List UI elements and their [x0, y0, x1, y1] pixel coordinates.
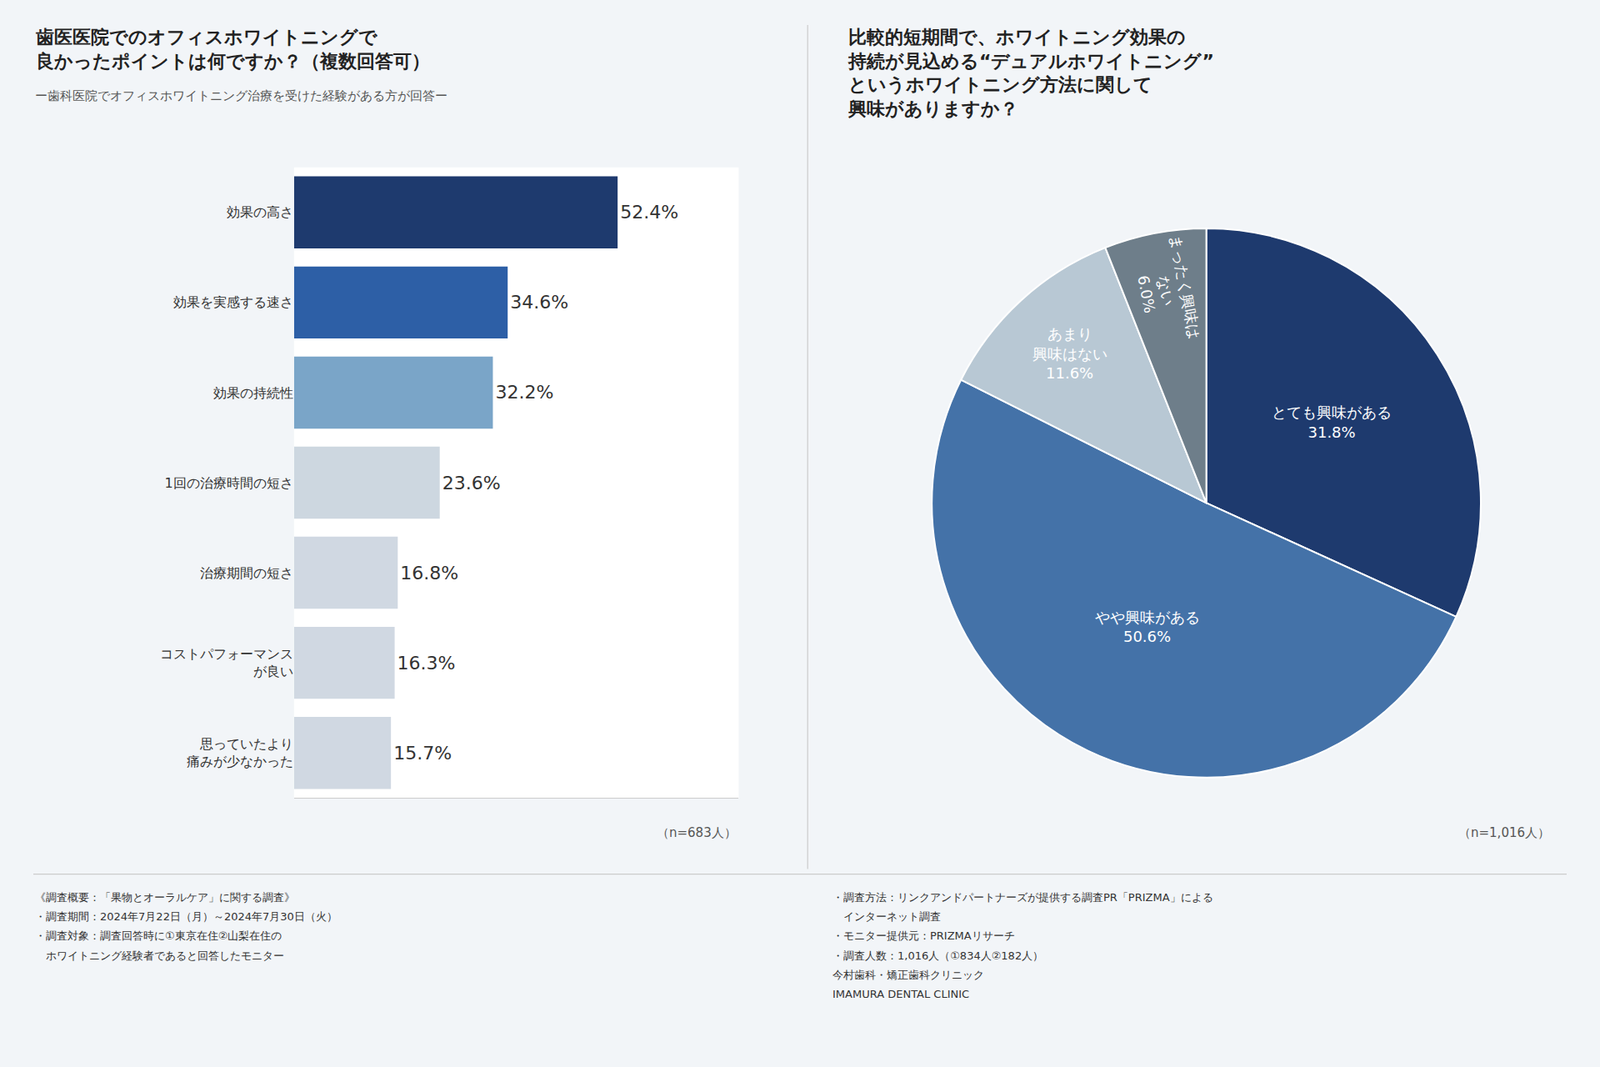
svg-text:ー歯科医院でオフィスホワイトニング治療を受けた経験がある方が: ー歯科医院でオフィスホワイトニング治療を受けた経験がある方が回答ー	[35, 88, 448, 104]
svg-text:34.6%: 34.6%	[510, 291, 569, 313]
svg-text:16.8%: 16.8%	[400, 562, 459, 584]
svg-text:IMAMURA DENTAL CLINIC: IMAMURA DENTAL CLINIC	[832, 987, 970, 1000]
svg-text:あまり興味はない11.6%: あまり興味はない11.6%	[1032, 325, 1108, 382]
svg-text:ホワイトニング経験者であると回答したモニター: ホワイトニング経験者であると回答したモニター	[35, 949, 285, 962]
svg-text:効果の高さ: 効果の高さ	[226, 204, 294, 220]
svg-text:1回の治療時間の短さ: 1回の治療時間の短さ	[165, 475, 294, 491]
svg-text:治療期間の短さ: 治療期間の短さ	[200, 565, 294, 581]
svg-text:（n=683人）: （n=683人）	[656, 825, 737, 840]
svg-text:・調査対象：調査回答時に①東京在住②山梨在住の: ・調査対象：調査回答時に①東京在住②山梨在住の	[35, 929, 282, 942]
svg-text:15.7%: 15.7%	[393, 742, 452, 764]
svg-text:《調査概要：「果物とオーラルケア」に関する調査》: 《調査概要：「果物とオーラルケア」に関する調査》	[35, 890, 295, 904]
svg-text:・モニター提供元：PRIZMAリサーチ: ・モニター提供元：PRIZMAリサーチ	[832, 929, 1015, 942]
svg-text:やや興味がある50.6%: やや興味がある50.6%	[1095, 608, 1200, 645]
svg-text:52.4%: 52.4%	[620, 201, 679, 223]
svg-text:・調査期間：2024年7月22日（月）～2024年7月30日: ・調査期間：2024年7月22日（月）～2024年7月30日（火）	[35, 910, 338, 923]
svg-text:インターネット調査: インターネット調査	[832, 910, 941, 923]
svg-text:・調査人数：1,016人（①834人②182人）: ・調査人数：1,016人（①834人②182人）	[832, 949, 1044, 962]
svg-text:32.2%: 32.2%	[495, 381, 554, 403]
svg-text:・調査方法：リンクアンドパートナーズが提供する調査PR「PR: ・調査方法：リンクアンドパートナーズが提供する調査PR「PRIZMA」による	[832, 890, 1214, 904]
svg-text:今村歯科・矯正歯科クリニック: 今村歯科・矯正歯科クリニック	[832, 968, 985, 981]
svg-text:歯医医院でのオフィスホワイトニングで良かったポイントは何です: 歯医医院でのオフィスホワイトニングで良かったポイントは何ですか？（複数回答可）	[35, 26, 430, 72]
svg-text:コストパフォーマンスが良い: コストパフォーマンスが良い	[160, 645, 294, 680]
svg-text:23.6%: 23.6%	[442, 472, 501, 494]
svg-text:効果を実感する速さ: 効果を実感する速さ	[173, 294, 294, 310]
svg-text:比較的短期間で、ホワイトニング効果の持続が見込める“デュアル: 比較的短期間で、ホワイトニング効果の持続が見込める“デュアルホワイトニング”とい…	[847, 26, 1215, 120]
svg-text:効果の持続性: 効果の持続性	[213, 385, 294, 401]
svg-text:16.3%: 16.3%	[397, 652, 456, 674]
svg-text:（n=1,016人）: （n=1,016人）	[1458, 825, 1550, 840]
svg-text:とても興味がある31.8%: とても興味がある31.8%	[1271, 403, 1392, 440]
svg-text:まったく興味はない6.0%: まったく興味はない6.0%	[1128, 233, 1204, 347]
svg-text:思っていたより痛みが少なかった: 思っていたより痛みが少なかった	[186, 735, 294, 770]
